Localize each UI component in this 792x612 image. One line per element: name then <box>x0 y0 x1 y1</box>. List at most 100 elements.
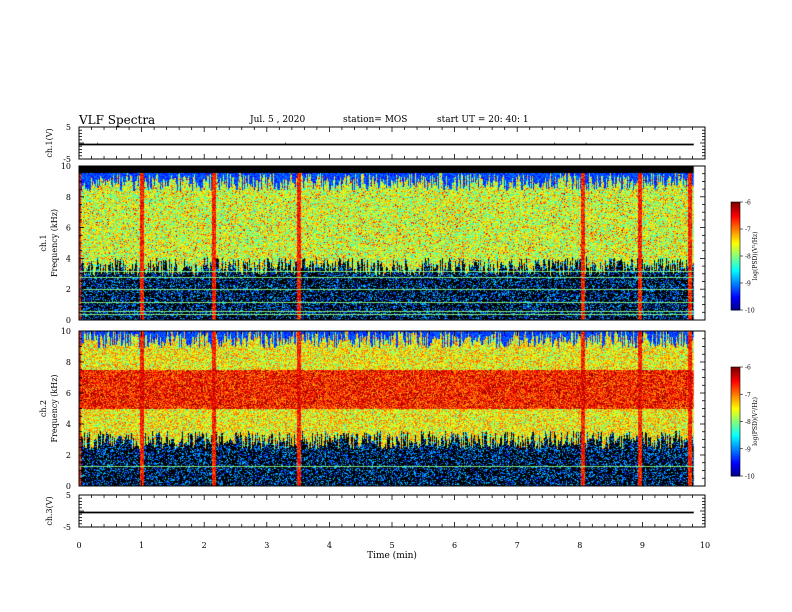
colorbar-tick-label: -9 <box>745 446 751 453</box>
colorbar-segment <box>731 377 740 381</box>
x-tick-label: 5 <box>389 541 394 550</box>
y-axis-label-3: ch.3(V) <box>45 496 54 525</box>
colorbar-segment <box>731 394 740 397</box>
colorbar-segment <box>731 417 740 421</box>
y-tick-label-0: 5 <box>66 123 71 132</box>
date-label: Jul. 5 , 2020 <box>250 115 306 125</box>
colorbar-label-text: log(PSD)(V²/Hz) <box>752 397 759 446</box>
colorbar-segment <box>731 292 740 295</box>
colorbar-segment <box>731 450 740 453</box>
colorbar-tick-label: -6 <box>745 365 751 372</box>
y-tick-label-1: 2 <box>66 285 71 294</box>
x-tick-label: 1 <box>139 541 144 550</box>
station-label: station= MOS <box>343 115 408 125</box>
colorbar-segment <box>731 403 740 406</box>
colorbar-segment <box>731 408 740 412</box>
colorbar-segment <box>731 474 740 477</box>
colorbar-segment <box>731 430 740 433</box>
colorbar-segment <box>731 268 740 271</box>
colorbar-segment <box>731 299 740 302</box>
colorbar-segment <box>731 379 740 383</box>
colorbar-segment <box>731 376 740 379</box>
colorbar-segment <box>731 434 740 437</box>
colorbar-segment <box>731 286 740 289</box>
y-tick-label-3: -5 <box>63 523 71 532</box>
y-axis-label-line: Frequency (kHz) <box>50 209 59 277</box>
colorbar-segment <box>731 236 740 239</box>
colorbar-segment <box>731 421 740 424</box>
y-axis-label-2: ch.2 Frequency (kHz) <box>39 374 59 442</box>
x-tick-label: 10 <box>700 541 710 550</box>
colorbar-segment <box>731 423 740 426</box>
colorbar-segment <box>731 263 740 266</box>
colorbar-segment <box>731 277 740 280</box>
y-tick-label-2: 6 <box>66 389 71 398</box>
colorbar-tick-label: -7 <box>745 227 751 234</box>
x-tick-label: 6 <box>452 541 457 550</box>
colorbar-tick-label: -6 <box>745 200 751 207</box>
colorbar-segment <box>731 383 740 386</box>
colorbar-segment <box>731 270 740 273</box>
colorbar-segment <box>731 209 740 212</box>
colorbar-tick-label: -10 <box>745 308 755 315</box>
colorbar-segment <box>731 367 740 370</box>
y-tick-label-1: 10 <box>61 162 71 171</box>
y-tick-label-1: 0 <box>66 316 71 325</box>
colorbar-label-text: log(PSD)(V²/Hz) <box>752 232 759 281</box>
colorbar-label-1: log(PSD)(V²/Hz) <box>752 232 759 281</box>
colorbar-segment <box>731 261 740 264</box>
colorbar-tick-label: -7 <box>745 392 751 399</box>
x-axis-label: Time (min) <box>367 550 417 561</box>
colorbar-segment <box>731 230 740 234</box>
colorbar-segment <box>731 203 740 207</box>
colorbar-segment <box>731 452 740 455</box>
colorbar-segment <box>731 279 740 282</box>
colorbar-segment <box>731 414 740 417</box>
colorbar-segment <box>731 465 740 468</box>
y-axis-label-0: ch.1(V) <box>45 128 54 157</box>
y-axis-label-line: ch.3(V) <box>45 496 54 525</box>
y-tick-label-2: 10 <box>61 327 71 336</box>
y-tick-label-2: 0 <box>66 482 71 491</box>
colorbar-segment <box>731 466 740 470</box>
y-tick-label-1: 6 <box>66 224 71 233</box>
y-tick-label-2: 2 <box>66 451 71 460</box>
colorbar-segment <box>731 374 740 377</box>
colorbar-segment <box>731 256 740 259</box>
spectrogram-image-1 <box>79 166 705 320</box>
colorbar-segment <box>731 372 740 375</box>
colorbar-segment <box>731 308 740 311</box>
colorbar-segment <box>731 223 740 226</box>
colorbar-segment <box>731 281 740 284</box>
x-tick-label: 2 <box>202 541 207 550</box>
colorbar-segment <box>731 245 740 248</box>
colorbar-segment <box>731 437 740 441</box>
colorbar-segment <box>731 265 740 268</box>
colorbar-segment <box>731 241 740 244</box>
colorbar-segment <box>731 293 740 297</box>
colorbar-segment <box>731 216 740 219</box>
colorbar-segment <box>731 211 740 214</box>
y-axis-label-line: ch.2 <box>39 400 48 417</box>
colorbar-segment <box>731 446 740 450</box>
colorbar-segment <box>731 227 740 230</box>
colorbar-segment <box>731 259 740 262</box>
colorbar-segment <box>731 301 740 304</box>
colorbar-segment <box>731 221 740 225</box>
colorbar-segment <box>731 410 740 413</box>
colorbar-segment <box>731 397 740 401</box>
colorbar-segment <box>731 274 740 277</box>
colorbar-segment <box>731 412 740 415</box>
chart-title: VLF Spectra <box>79 113 156 127</box>
x-tick-label: 8 <box>577 541 582 550</box>
colorbar-segment <box>731 386 740 390</box>
y-tick-label-3: 5 <box>66 491 71 500</box>
colorbar-segment <box>731 406 740 410</box>
colorbar-segment <box>731 405 740 408</box>
colorbar-segment <box>731 283 740 286</box>
colorbar-segment <box>731 252 740 255</box>
y-tick-label-2: 4 <box>66 420 71 429</box>
colorbar-segment <box>731 441 740 444</box>
x-tick-label: 4 <box>327 541 332 550</box>
